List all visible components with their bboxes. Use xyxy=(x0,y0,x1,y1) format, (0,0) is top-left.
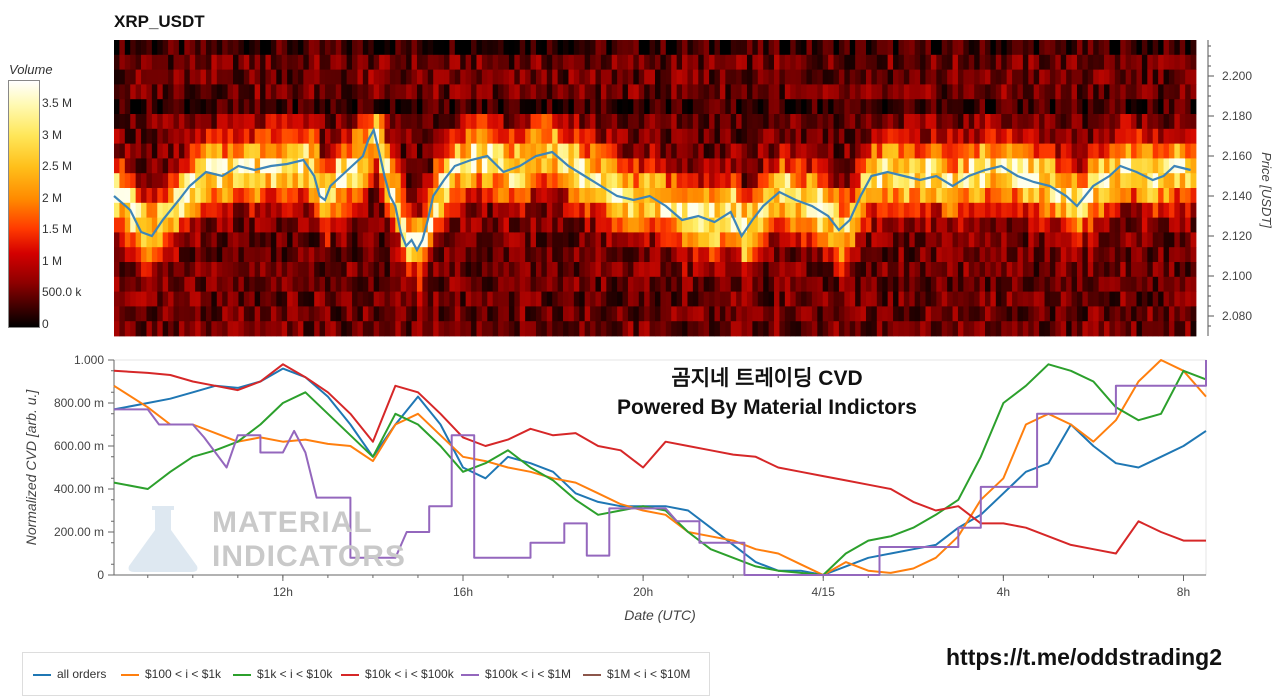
legend-label: $10k < i < $100k xyxy=(365,667,454,681)
legend-item[interactable]: $100k < i < $1M xyxy=(461,667,571,681)
price-tick-label: 2.140 xyxy=(1222,189,1252,203)
cvd-y-tick-label: 800.00 m xyxy=(54,396,104,410)
legend-swatch xyxy=(233,673,251,676)
legend-item[interactable]: $1M < i < $10M xyxy=(583,667,690,681)
cvd-y-axis-label: Normalized CVD [arb. u.] xyxy=(23,389,39,546)
price-tick-label: 2.080 xyxy=(1222,309,1252,323)
cvd-y-tick-label: 0 xyxy=(97,568,104,582)
cvd-plot[interactable]: 0 200.00 m 400.00 m 600.00 m 800.00 m 1.000 12… xyxy=(0,0,1280,640)
price-tick-label: 2.100 xyxy=(1222,269,1252,283)
cvd-series-line xyxy=(114,360,1207,576)
cvd-series-line xyxy=(113,359,1207,576)
cvd-x-axis-label: Date (UTC) xyxy=(624,607,696,623)
legend-item[interactable]: all orders xyxy=(33,667,106,681)
cvd-series-line xyxy=(113,363,1207,576)
legend-swatch xyxy=(33,673,51,676)
telegram-link[interactable]: https://t.me/oddstrading2 xyxy=(946,644,1222,670)
heatmap-plot[interactable]: 2.200 2.180 2.160 2.140 2.120 2.100 2.080 Price… xyxy=(0,0,1280,350)
colorbar-title: Volume xyxy=(9,62,53,77)
chart-title: XRP_USDT xyxy=(114,12,205,31)
colorbar-tick-label: 3 M xyxy=(42,127,63,142)
price-tick-label: 2.160 xyxy=(1222,149,1252,163)
legend-swatch xyxy=(583,673,601,676)
cvd-y-tick-label: 400.00 m xyxy=(54,482,104,496)
legend-label: all orders xyxy=(57,667,107,681)
price-axis-label: Price [USDT] xyxy=(1259,152,1274,228)
legend-item[interactable]: $10k < i < $100k xyxy=(341,667,454,681)
legend-label: $1M < i < $10M xyxy=(607,667,691,681)
price-line xyxy=(113,126,1191,253)
colorbar-tick-label: 0 xyxy=(42,317,49,331)
colorbar-tick-label: 500.0 k xyxy=(42,285,82,300)
volume-colorbar xyxy=(8,80,40,328)
cvd-x-tick-label: 4/15 xyxy=(812,585,836,599)
legend-label: $100 < i < $1k xyxy=(145,667,222,681)
overlay-title: 곰지네 트레이딩 CVD xyxy=(671,367,863,390)
legend-label: $1k < i < $10k xyxy=(257,667,333,681)
cvd-x-tick-label: 4h xyxy=(997,585,1010,599)
cvd-x-tick-label: 20h xyxy=(633,585,653,599)
cvd-series-line xyxy=(113,363,1206,555)
brand-watermark: MATERIAL INDICATORS xyxy=(212,506,406,573)
legend-swatch xyxy=(121,673,139,676)
overlay-subtitle: Powered By Material Indictors xyxy=(617,396,917,419)
legend-swatch xyxy=(341,673,359,676)
heatmap-cells xyxy=(114,40,1197,337)
cvd-x-tick-label: 8h xyxy=(1177,585,1190,599)
price-tick-label: 2.180 xyxy=(1222,109,1252,123)
price-tick-label: 2.120 xyxy=(1222,229,1252,243)
flask-logo-icon xyxy=(120,502,206,579)
legend-item[interactable]: $100 < i < $1k xyxy=(121,667,221,681)
legend-swatch xyxy=(461,673,479,676)
colorbar-tick-label: 2.5 M xyxy=(42,159,73,174)
colorbar-tick-label: 3.5 M xyxy=(42,95,73,110)
cvd-y-tick-label: 600.00 m xyxy=(54,439,104,453)
colorbar-tick-label: 2 M xyxy=(42,190,63,205)
price-tick-label: 2.200 xyxy=(1222,69,1252,83)
cvd-x-tick-label: 12h xyxy=(273,585,293,599)
legend-item[interactable]: $1k < i < $10k xyxy=(233,667,332,681)
cvd-y-tick-label: 200.00 m xyxy=(54,525,104,539)
cvd-x-tick-label: 16h xyxy=(453,585,473,599)
colorbar-tick-label: 1.5 M xyxy=(42,222,73,237)
cvd-y-tick-label: 1.000 xyxy=(74,353,104,367)
legend-label: $100k < i < $1M xyxy=(485,667,572,681)
legend: all orders $100 < i < $1k $1k < i < $10k $1… xyxy=(22,652,710,696)
colorbar-tick-label: 1 M xyxy=(42,253,63,268)
